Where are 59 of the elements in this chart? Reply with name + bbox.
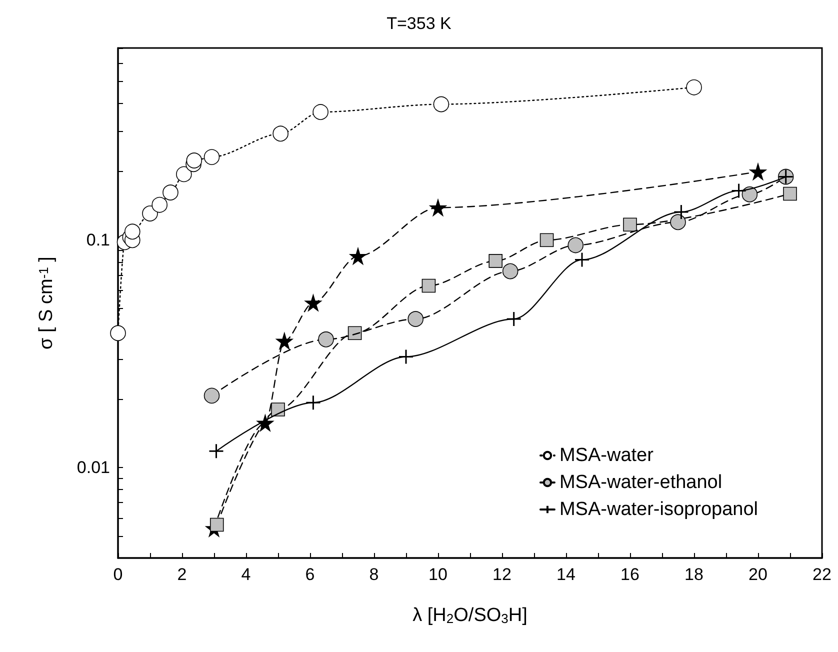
point [750, 163, 766, 180]
y-tick-label: 0.1 [86, 230, 110, 250]
point [488, 254, 502, 268]
point [731, 182, 747, 198]
x-tick-label: 10 [428, 565, 448, 584]
point [176, 166, 192, 182]
point [304, 294, 322, 312]
point [210, 518, 224, 532]
point [305, 394, 321, 410]
y-axis-title: σ [ S cm-1 ] [36, 256, 57, 350]
x-axis-title: λ [H2O/SO3H] [412, 605, 528, 626]
x-tick-label: 8 [369, 565, 379, 584]
point [272, 126, 288, 142]
point [506, 311, 522, 327]
x-tick-label: 14 [556, 565, 576, 584]
point [540, 233, 554, 248]
point [312, 104, 328, 120]
point [142, 206, 158, 222]
point [574, 252, 590, 268]
point [398, 349, 414, 365]
point [152, 196, 168, 213]
y-tick-label: 0.01 [76, 458, 110, 478]
point [502, 263, 518, 280]
legend-label: MSA-water-ethanol [559, 472, 722, 493]
point [350, 248, 366, 265]
point [783, 186, 797, 201]
point [568, 237, 584, 254]
x-tick-label: 2 [177, 565, 187, 584]
point [110, 325, 126, 342]
x-tick-label: 20 [748, 565, 768, 584]
point [430, 199, 446, 216]
point [162, 184, 178, 200]
x-tick-label: 16 [620, 565, 640, 584]
point [276, 332, 293, 350]
point [208, 443, 224, 459]
point [670, 214, 686, 230]
point [408, 311, 424, 327]
point [348, 326, 362, 340]
point [623, 218, 637, 232]
point [422, 278, 436, 293]
point [204, 388, 220, 404]
legend-label: MSA-water-isopropanol [559, 499, 758, 520]
point [742, 186, 758, 202]
x-tick-label: 12 [492, 565, 512, 584]
chart-title: T=353 K [386, 14, 452, 33]
point [673, 204, 689, 220]
point [271, 402, 285, 416]
x-tick-label: 22 [812, 565, 832, 584]
point [124, 224, 140, 240]
point [686, 79, 702, 96]
point [318, 332, 334, 348]
point [204, 149, 220, 165]
x-tick-label: 6 [305, 565, 315, 584]
x-tick-label: 4 [241, 565, 251, 584]
point [433, 96, 450, 112]
point [186, 152, 202, 168]
x-tick-label: 0 [113, 565, 123, 584]
x-tick-label: 18 [684, 565, 704, 584]
legend-label: MSA-water [559, 445, 654, 466]
